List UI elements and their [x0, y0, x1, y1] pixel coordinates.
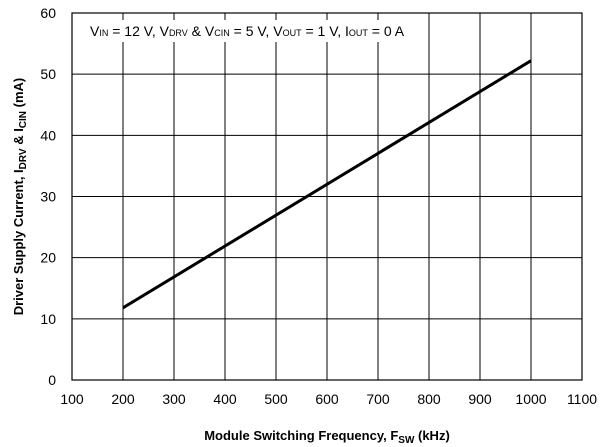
y-tick-label: 60 — [40, 5, 56, 21]
y-tick-label: 40 — [40, 127, 56, 143]
series-layer — [122, 59, 532, 310]
x-tick-label: 500 — [264, 391, 288, 407]
y-axis-ticks: 0 10 20 30 40 50 60 — [40, 5, 56, 388]
y-tick-label: 30 — [40, 189, 56, 205]
x-axis-label: Module Switching Frequency, FSW (kHz) — [204, 428, 450, 446]
x-tick-label: 700 — [366, 391, 390, 407]
x-tick-label: 400 — [213, 391, 237, 407]
y-axis-label: Driver Supply Current, IDRV & ICIN (mA) — [11, 78, 29, 316]
x-tick-label: 1100 — [567, 391, 597, 407]
plot-frame — [71, 12, 583, 381]
x-tick-label: 600 — [315, 391, 339, 407]
y-tick-label: 10 — [40, 311, 56, 327]
annotation-background — [82, 20, 413, 42]
x-tick-label: 900 — [468, 391, 492, 407]
grid — [72, 13, 582, 380]
x-tick-label: 300 — [162, 391, 186, 407]
y-tick-label: 20 — [40, 250, 56, 266]
x-tick-label: 800 — [417, 391, 441, 407]
y-tick-label: 0 — [48, 372, 56, 388]
x-tick-label: 1000 — [515, 391, 546, 407]
conditions-annotation: VIN = 12 V, VDRV & VCIN = 5 V, VOUT = 1 … — [90, 23, 405, 39]
x-tick-label: 100 — [60, 391, 84, 407]
series-line-1 — [122, 59, 532, 310]
x-axis-ticks: 100 200 300 400 500 600 700 800 900 1000 1100 — [60, 391, 597, 407]
x-tick-label: 200 — [111, 391, 135, 407]
y-tick-label: 50 — [40, 66, 56, 82]
